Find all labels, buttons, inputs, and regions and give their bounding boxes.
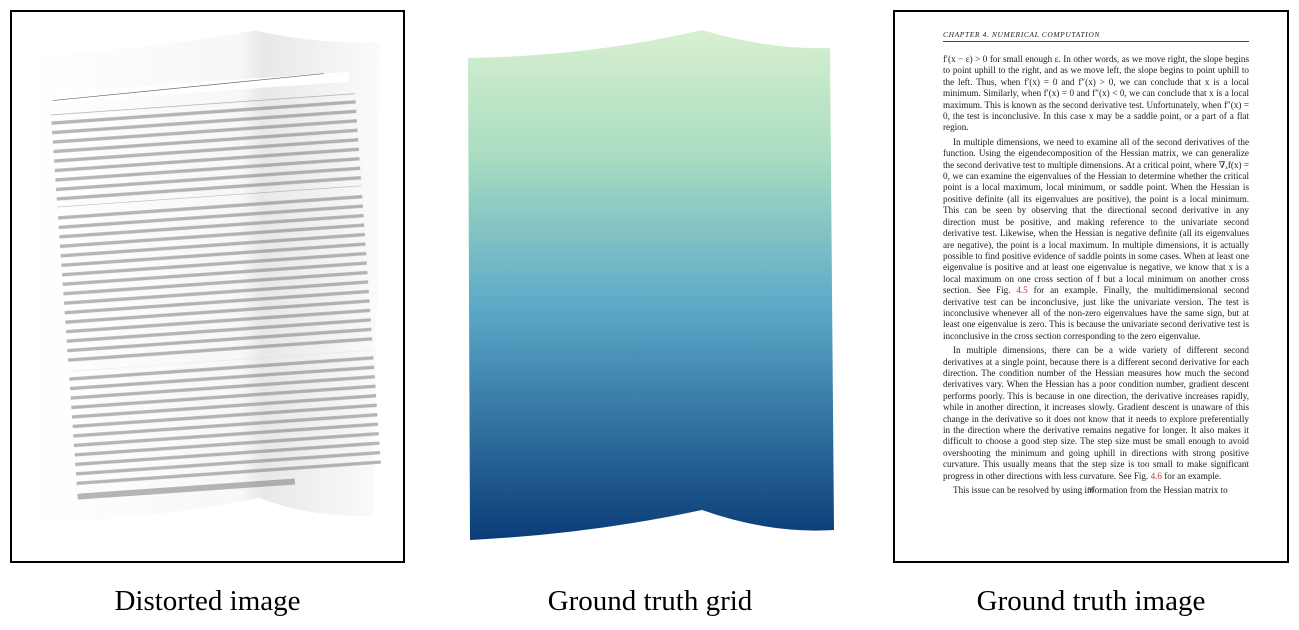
page-body: f′(x − ε) > 0 for small enough ε. In oth… xyxy=(943,54,1249,499)
paragraph-2: In multiple dimensions, we need to exami… xyxy=(943,137,1249,342)
paragraph-1: f′(x − ε) > 0 for small enough ε. In oth… xyxy=(943,54,1249,134)
gradient-grid-shape xyxy=(440,10,860,563)
chapter-header: CHAPTER 4. NUMERICAL COMPUTATION xyxy=(943,30,1249,42)
warped-document-page xyxy=(12,12,403,561)
figure-ref-link[interactable]: 4.6 xyxy=(1151,471,1162,481)
page-number: 86 xyxy=(895,486,1287,494)
ground-truth-image-panel: CHAPTER 4. NUMERICAL COMPUTATION f′(x − … xyxy=(893,10,1289,563)
caption-distorted-image: Distorted image xyxy=(10,585,405,621)
ground-truth-grid-panel xyxy=(440,10,860,563)
figure-ref-link[interactable]: 4.5 xyxy=(1016,285,1027,295)
distorted-image-panel xyxy=(10,10,405,563)
caption-ground-truth-grid: Ground truth grid xyxy=(440,585,860,621)
caption-ground-truth-image: Ground truth image xyxy=(893,585,1289,621)
paragraph-3: In multiple dimensions, there can be a w… xyxy=(943,345,1249,482)
